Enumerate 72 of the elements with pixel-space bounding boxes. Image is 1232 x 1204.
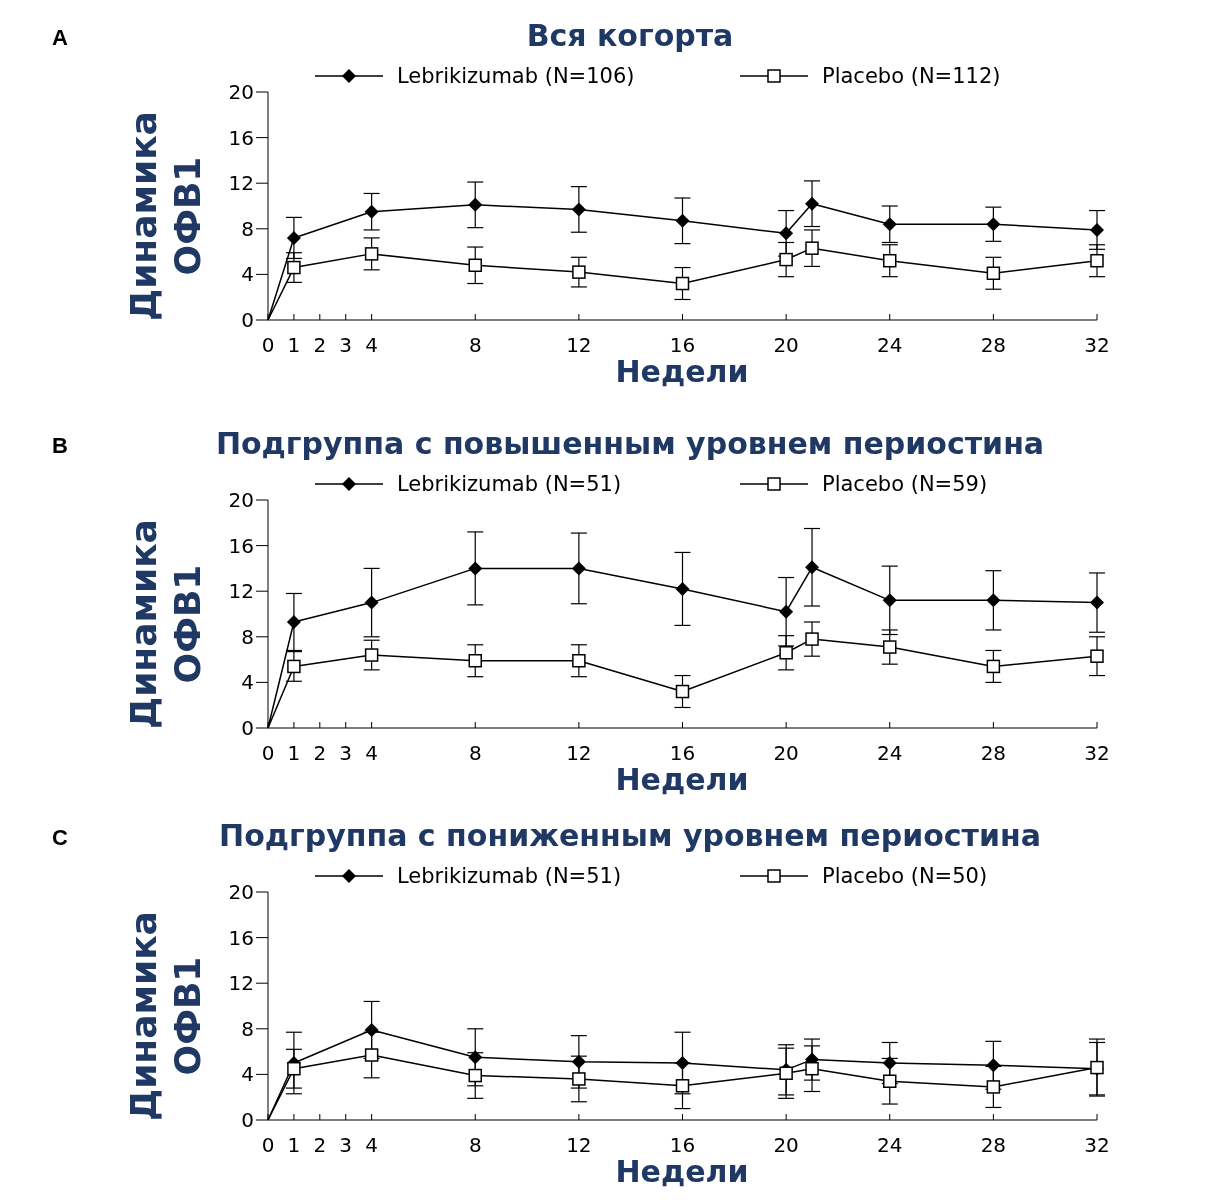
x-tick-label: 12 [566,1133,592,1157]
y-tick-label: 0 [241,308,254,332]
x-tick-label: 4 [365,741,378,765]
text: B [52,433,68,458]
x-tick-label: 1 [287,741,301,765]
x-tick-label: 12 [566,333,592,357]
x-tick-label: 28 [980,333,1007,357]
y-tick-label: 8 [241,216,254,241]
y-tick-label: 4 [241,262,254,287]
y-tick-label: 4 [241,1062,254,1087]
x-axis-title: Недели [615,1154,749,1189]
x-tick-label: 28 [980,1133,1007,1157]
x-tick-label: 0 [261,741,275,765]
x-tick-label: 20 [773,1133,799,1157]
x-tick-label: 3 [339,1133,353,1157]
chart-title: Вся когорта [526,18,734,53]
legend-label: Placebo (N=112) [822,64,1001,88]
y-tick-label: 12 [228,579,254,604]
x-tick-label: 16 [669,1133,696,1157]
x-tick-label: 2 [313,1133,327,1157]
legend-label: Lebrikizumab (N=106) [397,64,635,88]
x-tick-label: 32 [1084,333,1110,357]
x-tick-label: 24 [877,1133,903,1157]
y-tick-label: 20 [228,488,254,512]
x-tick-label: 16 [669,333,696,357]
x-tick-label: 2 [313,333,327,357]
y-tick-label: 12 [228,171,254,196]
x-tick-label: 32 [1084,1133,1110,1157]
y-tick-label: 8 [241,624,254,649]
y-tick-label: 8 [241,1016,254,1041]
x-tick-label: 28 [980,741,1007,765]
x-tick-label: 24 [877,741,903,765]
x-tick-label: 12 [566,741,592,765]
x-tick-label: 24 [877,333,903,357]
text: C [52,825,68,850]
legend-label: Placebo (N=50) [822,864,988,888]
y-axis-title: Динамика ОФВ1 [123,911,208,1121]
x-tick-label: 4 [365,333,378,357]
legend-label: Lebrikizumab (N=51) [397,864,622,888]
x-tick-label: 0 [261,1133,275,1157]
x-tick-label: 20 [773,741,799,765]
x-tick-label: 16 [669,741,696,765]
x-tick-label: 8 [468,1133,482,1157]
x-tick-label: 0 [261,333,275,357]
x-axis-title: Недели [615,354,749,389]
text: A [52,25,68,50]
y-tick-label: 0 [241,1108,254,1132]
x-tick-label: 20 [773,333,799,357]
y-tick-label: 12 [228,971,254,996]
x-tick-label: 32 [1084,741,1110,765]
x-tick-label: 1 [287,1133,301,1157]
x-tick-label: 4 [365,1133,378,1157]
y-tick-label: 16 [228,533,254,558]
y-tick-label: 16 [228,925,254,950]
y-tick-label: 20 [228,880,254,904]
chart-title: Подгруппа с пониженным уровнем периостина [219,818,1041,853]
x-axis-title: Недели [615,762,749,797]
y-tick-label: 16 [228,125,254,150]
y-axis-title: Динамика ОФВ1 [123,111,208,321]
x-tick-label: 8 [468,741,482,765]
y-tick-label: 4 [241,670,254,695]
legend-label: Lebrikizumab (N=51) [397,472,622,496]
x-tick-label: 8 [468,333,482,357]
x-tick-label: 3 [339,333,353,357]
y-tick-label: 20 [228,80,254,104]
x-tick-label: 3 [339,741,353,765]
chart-title: Подгруппа с повышенным уровнем периостина [215,426,1045,461]
x-tick-label: 1 [287,333,301,357]
y-tick-label: 0 [241,716,254,740]
y-axis-title: Динамика ОФВ1 [123,519,208,729]
legend-label: Placebo (N=59) [822,472,988,496]
x-tick-label: 2 [313,741,327,765]
